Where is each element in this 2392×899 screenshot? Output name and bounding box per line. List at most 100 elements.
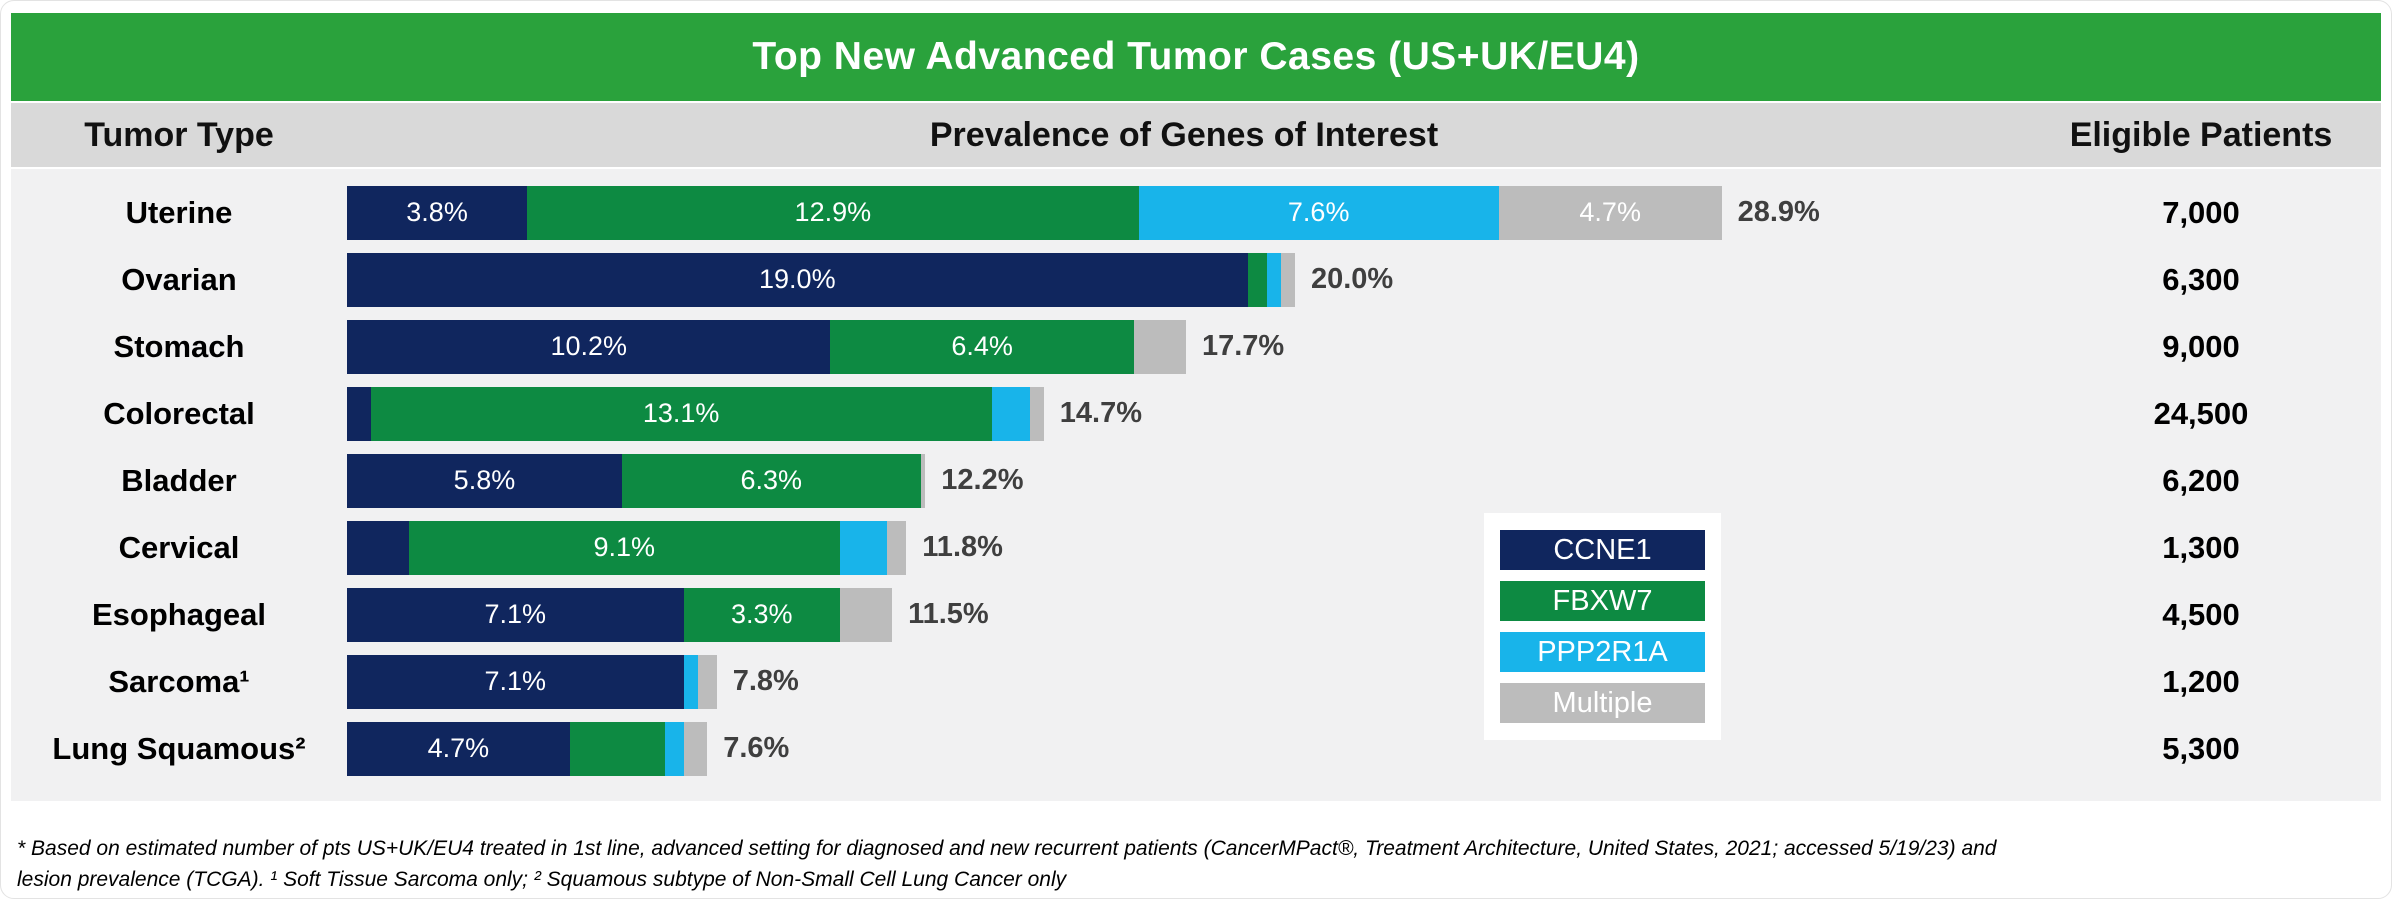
segment-value-label: 4.7% bbox=[1579, 197, 1641, 227]
bar-segment-multiple bbox=[683, 721, 708, 776]
segment-value-label: 13.1% bbox=[642, 398, 720, 428]
bar-segment-fbxw7: 6.3% bbox=[621, 453, 921, 508]
segment-value-label: 19.0% bbox=[759, 264, 836, 294]
bar-area: 10.2% 6.4% 17.7% bbox=[347, 319, 2021, 374]
legend-item-ccne1: CCNE1 bbox=[1500, 530, 1705, 570]
footnote-line-1: * Based on estimated number of pts US+UK… bbox=[17, 837, 1997, 860]
patients-value: 1,300 bbox=[2162, 529, 2240, 565]
segment-value-label: 7.1% bbox=[484, 599, 547, 629]
tumor-label: Uterine bbox=[125, 194, 233, 230]
total-label: 11.5% bbox=[908, 598, 989, 630]
bar-area: 7.1% 7.8% bbox=[347, 654, 2021, 709]
segment-value-label: 3.8% bbox=[406, 197, 468, 227]
table-row: Lung Squamous² 4.7% 7.6% 5,300 bbox=[11, 715, 2381, 782]
bar-area: 3.8% 12.9% 7.6% 4.7% 28.9% bbox=[347, 185, 2021, 240]
tumor-label: Ovarian bbox=[121, 261, 237, 297]
patients-value: 9,000 bbox=[2162, 328, 2240, 364]
patients-value: 5,300 bbox=[2162, 730, 2240, 766]
bar-segment-multiple bbox=[1029, 386, 1044, 441]
legend-label: Multiple bbox=[1552, 686, 1653, 719]
page-title: Top New Advanced Tumor Cases (US+UK/EU4) bbox=[752, 35, 1640, 78]
legend-item-multiple: Multiple bbox=[1500, 683, 1705, 723]
bar-segment-ccne1: 19.0% bbox=[347, 252, 1248, 307]
stacked-bar: 19.0% bbox=[347, 252, 1295, 307]
column-header-tumor-type: Tumor Type bbox=[84, 115, 274, 154]
column-header-row: Tumor Type Prevalence of Genes of Intere… bbox=[11, 103, 2381, 167]
bar-segment-ccne1 bbox=[347, 520, 409, 575]
total-label: 11.8% bbox=[922, 531, 1003, 563]
bar-segment-ccne1: 10.2% bbox=[347, 319, 831, 374]
bar-area: 13.1% 14.7% bbox=[347, 386, 2021, 441]
bar-area: 19.0% 20.0% bbox=[347, 252, 2021, 307]
tumor-label: Stomach bbox=[113, 328, 245, 364]
table-row: Cervical 9.1% 11.8% 1,300 bbox=[11, 514, 2381, 581]
bar-segment-fbxw7: 13.1% bbox=[370, 386, 992, 441]
bar-segment-multiple bbox=[920, 453, 926, 508]
bar-segment-multiple bbox=[697, 654, 717, 709]
legend-item-ppp2r1a: PPP2R1A bbox=[1500, 632, 1705, 672]
patients-value: 4,500 bbox=[2162, 596, 2240, 632]
footnote-line-2: lesion prevalence (TCGA). ¹ Soft Tissue … bbox=[17, 868, 1067, 891]
bar-segment-ppp2r1a bbox=[1266, 252, 1281, 307]
total-label: 7.8% bbox=[732, 665, 799, 697]
bar-segment-fbxw7: 12.9% bbox=[527, 185, 1139, 240]
bar-segment-ppp2r1a bbox=[683, 654, 698, 709]
title-bar: Top New Advanced Tumor Cases (US+UK/EU4) bbox=[11, 13, 2381, 101]
table-row: Ovarian 19.0% 20.0% 6,300 bbox=[11, 246, 2381, 313]
patients-value: 6,200 bbox=[2162, 462, 2240, 498]
bar-area: 5.8% 6.3% 12.2% bbox=[347, 453, 2021, 508]
segment-value-label: 3.3% bbox=[730, 599, 793, 629]
table-row: Stomach 10.2% 6.4% 17.7% 9,000 bbox=[11, 313, 2381, 380]
table-row: Sarcoma¹ 7.1% 7.8% 1,200 bbox=[11, 648, 2381, 715]
bar-segment-fbxw7: 9.1% bbox=[408, 520, 840, 575]
bar-segment-fbxw7: 6.4% bbox=[830, 319, 1134, 374]
patients-value: 1,200 bbox=[2162, 663, 2240, 699]
patients-value: 7,000 bbox=[2162, 194, 2240, 230]
bar-segment-multiple bbox=[887, 520, 907, 575]
bar-segment-ppp2r1a bbox=[839, 520, 888, 575]
bar-segment-fbxw7 bbox=[1247, 252, 1267, 307]
total-label: 17.7% bbox=[1201, 330, 1285, 362]
stacked-bar: 3.8% 12.9% 7.6% 4.7% bbox=[347, 185, 1722, 240]
legend-item-fbxw7: FBXW7 bbox=[1500, 581, 1705, 621]
stacked-bar: 7.1% bbox=[347, 654, 717, 709]
bar-segment-ccne1 bbox=[347, 386, 371, 441]
table-row: Bladder 5.8% 6.3% 12.2% 6,200 bbox=[11, 447, 2381, 514]
stacked-bar: 10.2% 6.4% bbox=[347, 319, 1186, 374]
stacked-bar: 7.1% 3.3% bbox=[347, 587, 893, 642]
bar-segment-ccne1: 5.8% bbox=[347, 453, 622, 508]
footnote: * Based on estimated number of pts US+UK… bbox=[17, 833, 2361, 895]
segment-value-label: 4.7% bbox=[427, 733, 490, 763]
total-label: 7.6% bbox=[723, 732, 790, 764]
table-row: Uterine 3.8% 12.9% 7.6% 4.7% 28.9% 7,000 bbox=[11, 179, 2381, 246]
tumor-label: Esophageal bbox=[92, 596, 266, 632]
segment-value-label: 7.6% bbox=[1287, 197, 1350, 227]
tumor-label: Colorectal bbox=[103, 395, 255, 431]
stacked-bar: 13.1% bbox=[347, 386, 1044, 441]
bar-segment-ccne1: 4.7% bbox=[347, 721, 570, 776]
legend-label: FBXW7 bbox=[1552, 584, 1653, 617]
legend: CCNE1 FBXW7 PPP2R1A Multiple bbox=[1484, 513, 1721, 740]
segment-value-label: 5.8% bbox=[453, 465, 516, 495]
patients-value: 6,300 bbox=[2162, 261, 2240, 297]
bar-segment-ppp2r1a bbox=[991, 386, 1030, 441]
total-label: 28.9% bbox=[1737, 196, 1820, 228]
segment-value-label: 9.1% bbox=[593, 532, 656, 562]
chart-area: Uterine 3.8% 12.9% 7.6% 4.7% 28.9% 7,000 Ov… bbox=[11, 169, 2381, 801]
segment-value-label: 12.9% bbox=[794, 197, 872, 227]
segment-value-label: 6.4% bbox=[951, 331, 1013, 361]
bar-segment-fbxw7 bbox=[569, 721, 665, 776]
bar-segment-multiple: 4.7% bbox=[1498, 185, 1722, 240]
bar-segment-ccne1: 7.1% bbox=[347, 587, 684, 642]
column-header-prevalence: Prevalence of Genes of Interest bbox=[929, 115, 1439, 154]
legend-label: CCNE1 bbox=[1553, 533, 1652, 566]
segment-value-label: 7.1% bbox=[484, 666, 547, 696]
total-label: 14.7% bbox=[1059, 397, 1142, 429]
segment-value-label: 10.2% bbox=[550, 331, 628, 361]
bar-segment-ppp2r1a bbox=[664, 721, 684, 776]
rows: Uterine 3.8% 12.9% 7.6% 4.7% 28.9% 7,000 Ov… bbox=[11, 179, 2381, 782]
table-row: Colorectal 13.1% 14.7% 24,500 bbox=[11, 380, 2381, 447]
bar-segment-multiple bbox=[1133, 319, 1186, 374]
total-label: 20.0% bbox=[1310, 263, 1394, 295]
